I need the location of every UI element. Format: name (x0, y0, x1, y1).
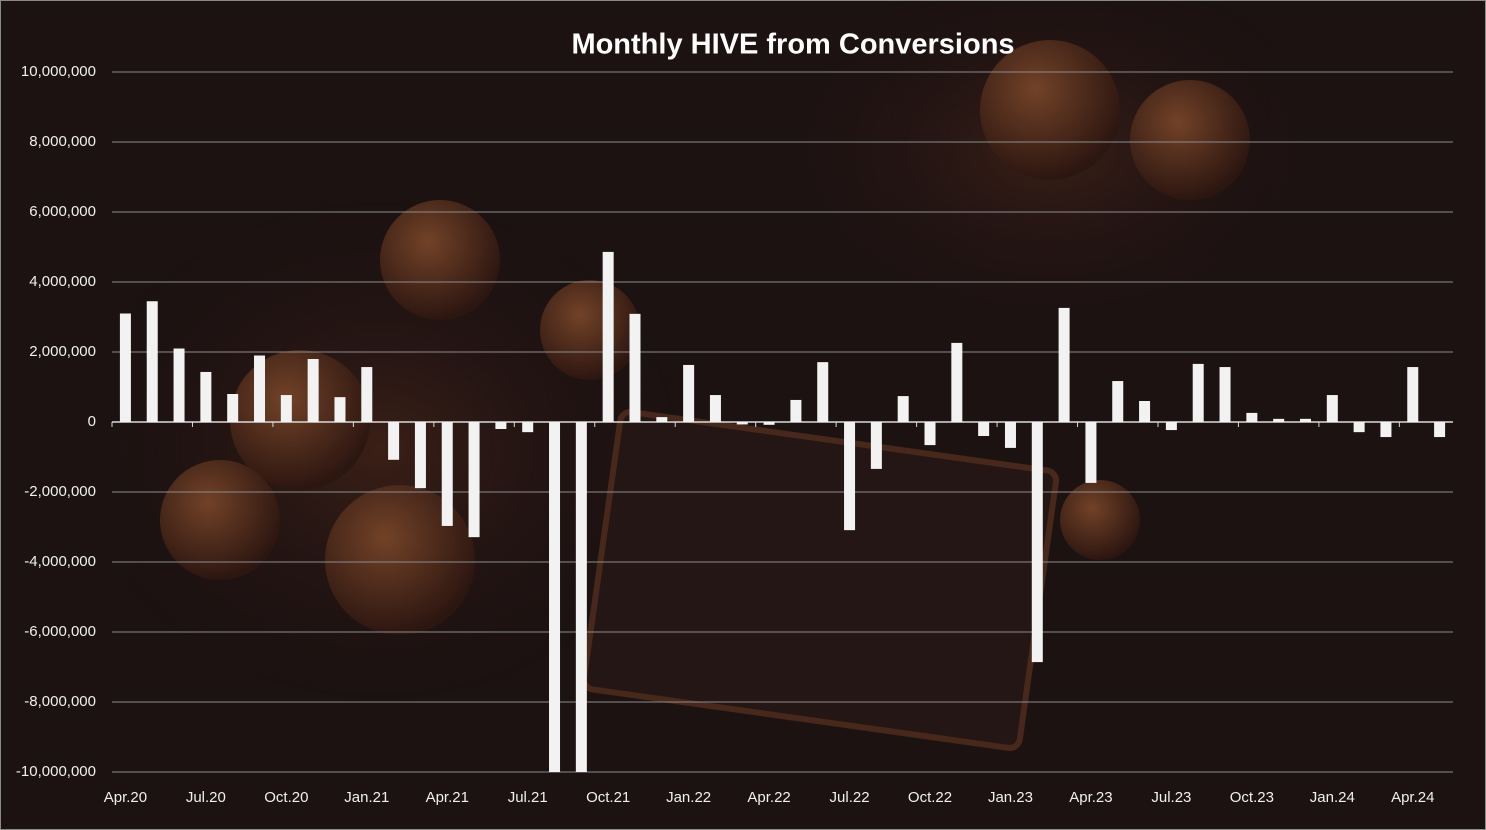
bar (844, 422, 856, 531)
bar (1139, 401, 1151, 422)
x-tick-label: Apr.21 (426, 789, 469, 806)
y-tick-label: -10,000,000 (16, 763, 96, 780)
x-tick-label: Oct.20 (264, 789, 308, 806)
bar (173, 348, 185, 422)
x-tick-label: Jul.20 (186, 789, 226, 806)
bar (549, 422, 561, 772)
bar (1192, 363, 1204, 422)
bar (200, 371, 212, 422)
y-tick-label: 10,000,000 (21, 63, 96, 80)
bar (683, 364, 695, 422)
bar (1165, 422, 1177, 431)
bar (307, 359, 319, 422)
bar (1031, 422, 1043, 663)
bar (736, 422, 748, 425)
bar (1246, 412, 1258, 422)
bar (334, 397, 346, 422)
y-tick-label: -4,000,000 (24, 553, 96, 570)
bar (897, 396, 909, 422)
x-tick-label: Jan.21 (344, 789, 389, 806)
x-tick-label: Apr.23 (1069, 789, 1112, 806)
bar (629, 313, 641, 422)
bar (1380, 422, 1392, 438)
bar (1407, 367, 1419, 422)
bar (146, 301, 158, 422)
bar (388, 422, 400, 460)
bar (1326, 395, 1338, 422)
bar (924, 422, 936, 446)
x-tick-label: Jul.23 (1151, 789, 1191, 806)
bar (119, 313, 131, 422)
bar (441, 422, 453, 526)
y-tick-label: -2,000,000 (24, 483, 96, 500)
bar (522, 422, 534, 433)
bar (763, 422, 775, 425)
x-tick-label: Oct.23 (1230, 789, 1274, 806)
bar (1085, 422, 1097, 483)
bar (870, 422, 882, 469)
x-tick-label: Oct.22 (908, 789, 952, 806)
bar (1004, 422, 1016, 448)
bar (227, 394, 239, 422)
y-tick-label: -6,000,000 (24, 623, 96, 640)
y-tick-label: -8,000,000 (24, 693, 96, 710)
bar (1299, 418, 1311, 422)
y-tick-label: 0 (88, 413, 96, 430)
background-art (80, 0, 1330, 751)
x-tick-label: Jan.24 (1310, 789, 1355, 806)
bar (361, 367, 373, 422)
x-tick-label: Jan.23 (988, 789, 1033, 806)
bar (951, 342, 963, 422)
x-tick-label: Apr.20 (104, 789, 147, 806)
bar (575, 422, 587, 772)
bar (978, 422, 990, 436)
bar (1112, 381, 1124, 422)
x-tick-label: Oct.21 (586, 789, 630, 806)
bar (280, 395, 292, 422)
bar (1219, 367, 1231, 422)
x-tick-label: Jul.21 (508, 789, 548, 806)
x-tick-label: Apr.22 (747, 789, 790, 806)
bar (1434, 422, 1446, 438)
bar (656, 417, 668, 422)
bar (1273, 418, 1285, 422)
bar (602, 251, 614, 422)
bar (254, 355, 266, 422)
y-tick-label: 6,000,000 (29, 203, 96, 220)
y-tick-label: 2,000,000 (29, 343, 96, 360)
bar (495, 422, 507, 429)
bar (414, 422, 426, 489)
bar (709, 395, 721, 422)
bar (790, 399, 802, 422)
x-tick-label: Jan.22 (666, 789, 711, 806)
bar (468, 422, 480, 538)
y-tick-label: 8,000,000 (29, 133, 96, 150)
bar (1058, 307, 1070, 422)
y-tick-label: 4,000,000 (29, 273, 96, 290)
bar (1353, 422, 1365, 433)
chart-title: Monthly HIVE from Conversions (571, 29, 1014, 61)
bar (817, 362, 829, 422)
x-tick-label: Jul.22 (830, 789, 870, 806)
x-tick-label: Apr.24 (1391, 789, 1434, 806)
